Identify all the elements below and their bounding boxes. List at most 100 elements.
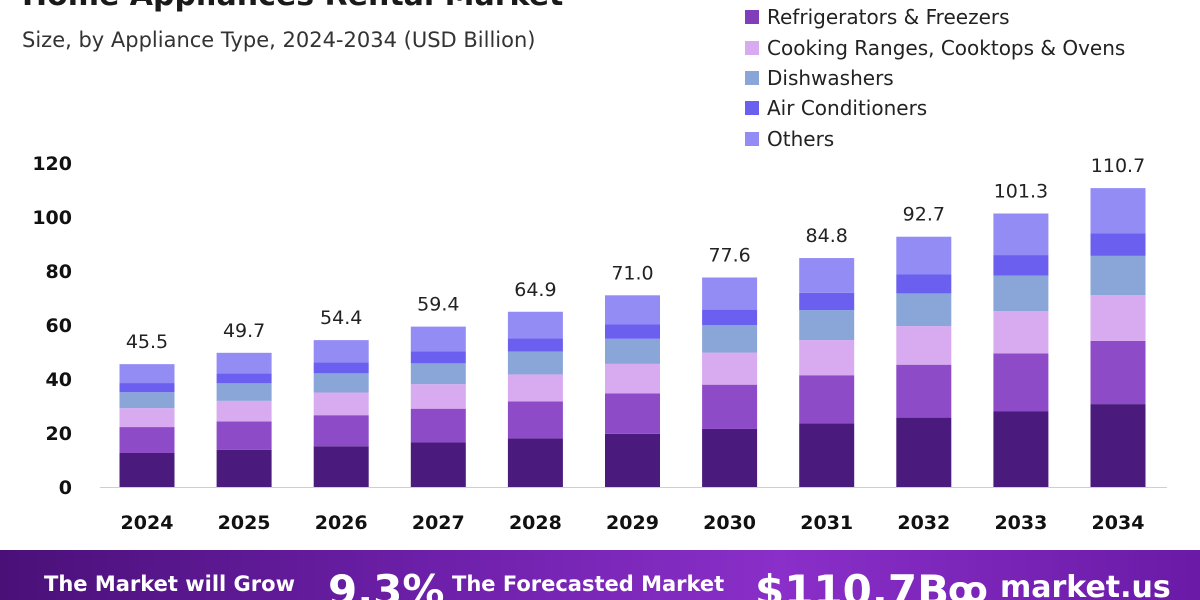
x-tick-label: 2034 (1092, 512, 1145, 534)
bar-segment (119, 364, 175, 384)
bar-segment (896, 326, 952, 365)
bar-total-label: 49.7 (223, 320, 265, 342)
bar-segment (119, 427, 175, 453)
footer-banner: The Market will Grow 9.3% The Forecasted… (0, 550, 1200, 600)
bar-segment (605, 324, 660, 339)
y-tick-label: 100 (32, 207, 72, 229)
legend: Refrigerators & Freezers Cooking Ranges,… (745, 2, 1125, 154)
legend-swatch-cooking (745, 40, 759, 55)
legend-label-refrigerators: Refrigerators & Freezers (767, 5, 1010, 30)
bar-segment (313, 373, 369, 393)
bar-segment (119, 392, 175, 409)
footer-grow-label: The Market will Grow (44, 572, 295, 596)
bar-total-label: 92.7 (903, 204, 945, 226)
bar-segment (799, 375, 855, 424)
bar-segment (993, 411, 1049, 487)
y-tick-label: 80 (46, 261, 72, 283)
bar-segment (507, 311, 563, 339)
legend-label-cooking: Cooking Ranges, Cooktops & Ovens (767, 35, 1126, 60)
bar-segment (1090, 188, 1146, 234)
bar-total-label: 64.9 (514, 279, 556, 301)
y-tick-label: 60 (46, 315, 72, 337)
bar-segment (410, 363, 466, 385)
bar-segment (896, 274, 952, 294)
bar-segment (216, 373, 272, 384)
bar-segment (605, 295, 660, 325)
bar-segment (313, 362, 369, 374)
bar-segment (313, 340, 369, 363)
bar-segment (1090, 233, 1146, 256)
footer-growth-rate: 9.3% (328, 566, 445, 600)
y-tick-label: 40 (46, 369, 72, 391)
bar-segment (1090, 404, 1146, 487)
legend-label-air-conditioners: Air Conditioners (767, 96, 928, 121)
bar-segment (1090, 295, 1146, 341)
bar-total-label: 77.6 (708, 244, 750, 266)
legend-label-dishwashers: Dishwashers (767, 65, 894, 90)
legend-item-others: Others (745, 124, 1125, 154)
bar-segment (702, 352, 758, 385)
bar-segment (799, 292, 855, 311)
bar-segment (799, 258, 855, 293)
bar-segment (702, 325, 758, 353)
bar-segment (799, 310, 855, 341)
bar-total-label: 71.0 (611, 262, 653, 284)
bar-segment (507, 438, 563, 487)
bar-segment (896, 364, 952, 418)
y-tick-label: 120 (32, 153, 72, 175)
stacked-bar-chart: 0 20 40 60 80 100 120 45.5 2024 49.7 2025 54.4 2026 5… (32, 153, 1167, 534)
bar-segment (1090, 340, 1146, 405)
bar-segment (702, 428, 758, 487)
footer-forecast-value: $110.7B (755, 566, 950, 600)
bar-segment (313, 446, 369, 487)
brand-logo-icon: ꝏ (948, 570, 988, 600)
legend-item-cooking: Cooking Ranges, Cooktops & Ovens (745, 32, 1125, 62)
bar-segment (216, 421, 272, 450)
legend-item-dishwashers: Dishwashers (745, 63, 1125, 93)
legend-swatch-dishwashers (745, 70, 759, 85)
bar-segment (119, 408, 175, 428)
bar-segment (216, 383, 272, 401)
bar-segment (605, 393, 660, 434)
bar-segment (410, 384, 466, 409)
bar-total-label: 54.4 (320, 307, 362, 329)
legend-swatch-others (745, 131, 759, 146)
bar-segment (993, 213, 1049, 256)
legend-item-refrigerators: Refrigerators & Freezers (745, 2, 1125, 32)
bar-segment (702, 309, 758, 326)
bar-segment (799, 423, 855, 487)
y-tick-label: 20 (46, 423, 72, 445)
bar-segment (216, 400, 272, 422)
bar-segment (507, 374, 563, 402)
bar-segment (896, 293, 952, 327)
x-tick-label: 2026 (315, 512, 368, 534)
bar-segment (216, 352, 272, 374)
bar-segment (410, 326, 466, 352)
x-tick-label: 2024 (121, 512, 174, 534)
bar-segment (993, 275, 1049, 312)
bar-total-label: 84.8 (806, 225, 848, 247)
chart-title: Home Appliances Rental Market (22, 0, 563, 13)
bar-segment (507, 338, 563, 352)
x-tick-label: 2028 (509, 512, 562, 534)
bar-segment (119, 383, 175, 393)
bar-segment (313, 415, 369, 447)
x-tick-label: 2027 (412, 512, 465, 534)
bar-segment (702, 384, 758, 429)
x-tick-label: 2030 (703, 512, 756, 534)
bar-total-label: 101.3 (994, 180, 1048, 202)
x-tick-label: 2032 (897, 512, 950, 534)
legend-label-others: Others (767, 126, 835, 151)
bar-segment (605, 433, 660, 487)
x-tick-label: 2029 (606, 512, 659, 534)
y-tick-label: 0 (59, 477, 72, 499)
legend-item-air-conditioners: Air Conditioners (745, 93, 1125, 123)
bar-segment (993, 311, 1049, 354)
x-tick-label: 2025 (218, 512, 271, 534)
chart-subtitle: Size, by Appliance Type, 2024-2034 (USD … (22, 28, 536, 52)
bar-segment (605, 338, 660, 364)
footer-brand: market.us (1000, 570, 1171, 600)
bar-segment (410, 408, 466, 443)
bar-segment (896, 417, 952, 487)
bar-segment (216, 449, 272, 487)
